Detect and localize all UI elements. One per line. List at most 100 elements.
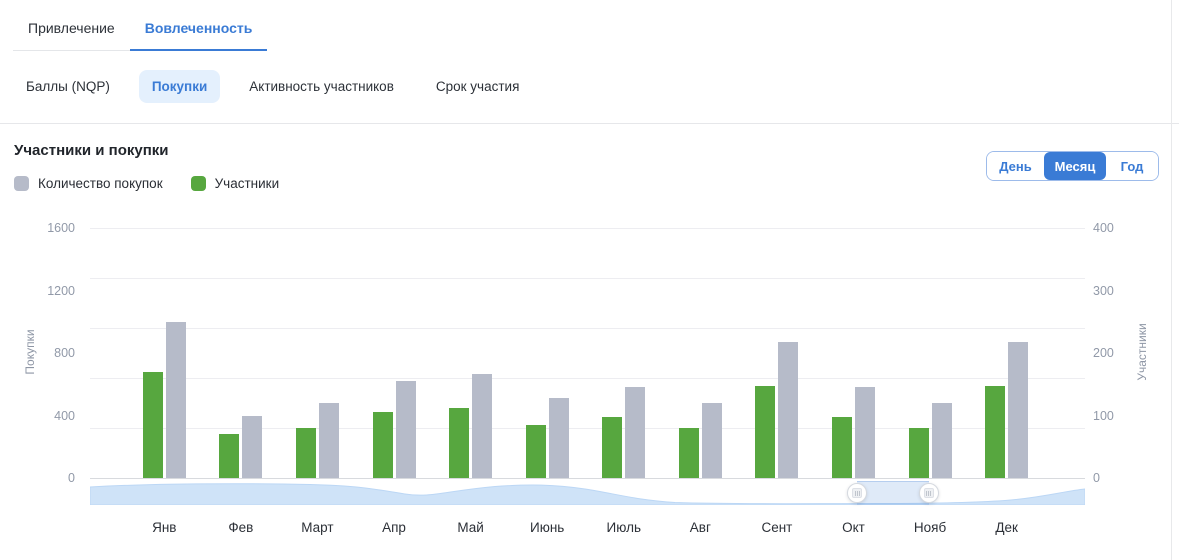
period-button[interactable]: Год bbox=[1106, 152, 1158, 180]
bar-purchases bbox=[1008, 342, 1029, 478]
bar-group bbox=[662, 228, 739, 478]
bar-participants bbox=[602, 416, 623, 478]
bar-participants bbox=[985, 385, 1006, 478]
bar-participants bbox=[525, 424, 546, 478]
gridline bbox=[90, 428, 1085, 429]
y-axis-left-title: Покупки bbox=[23, 329, 37, 375]
primary-tab[interactable]: Вовлеченность bbox=[129, 10, 268, 51]
legend-swatch-icon bbox=[14, 176, 29, 191]
x-axis-label: Авг bbox=[689, 520, 711, 535]
y-axis-label-left: 1200 bbox=[47, 283, 75, 298]
bar-group bbox=[509, 228, 586, 478]
y-axis-right-title: Участники bbox=[1135, 323, 1149, 381]
x-axis-label: Сент bbox=[761, 520, 793, 535]
bar-purchases bbox=[854, 387, 875, 478]
primary-tab[interactable]: Привлечение bbox=[28, 20, 115, 36]
legend-label: Количество покупок bbox=[38, 176, 163, 191]
secondary-tab[interactable]: Покупки bbox=[138, 70, 221, 103]
legend-item[interactable]: Количество покупок bbox=[14, 176, 163, 191]
x-axis-label: Апр bbox=[382, 520, 406, 535]
bar-group bbox=[815, 228, 892, 478]
slider-area-chart bbox=[90, 483, 1085, 505]
x-axis-label: Янв bbox=[152, 520, 177, 535]
chart-legend: Количество покупок Участники bbox=[14, 176, 279, 191]
chart-plot-area bbox=[90, 228, 1085, 479]
x-axis-labels: Янв Фев Март Апр Май Июнь Июль Авг Сент Окт Нояб Де… bbox=[126, 520, 1045, 535]
x-axis-label: Июнь bbox=[530, 520, 565, 535]
x-axis-label: Май bbox=[457, 520, 484, 535]
bar-purchases bbox=[472, 374, 493, 478]
grip-icon bbox=[852, 488, 863, 498]
grip-icon bbox=[923, 488, 934, 498]
secondary-tabs: Баллы (NQP) Покупки Активность участников С… bbox=[13, 70, 532, 103]
bar-group bbox=[432, 228, 509, 478]
slider-handle-right[interactable] bbox=[918, 483, 939, 503]
period-button[interactable]: Месяц bbox=[1044, 152, 1106, 180]
bar-series-container bbox=[126, 228, 1045, 478]
secondary-tab[interactable]: Баллы (NQP) bbox=[26, 79, 110, 94]
bar-purchases bbox=[778, 342, 799, 478]
x-axis-line bbox=[90, 478, 1085, 479]
y-axis-label-right: 400 bbox=[1093, 221, 1114, 235]
bar-participants bbox=[295, 428, 316, 478]
bar-participants bbox=[831, 416, 852, 478]
period-button[interactable]: День bbox=[987, 152, 1044, 180]
bar-group bbox=[739, 228, 816, 478]
secondary-tab[interactable]: Активность участников bbox=[249, 79, 394, 94]
y-axis-label-left: 0 bbox=[68, 471, 75, 485]
slider-selection[interactable] bbox=[857, 481, 929, 505]
bar-purchases bbox=[548, 398, 569, 478]
bar-group bbox=[203, 228, 280, 478]
bar-participants bbox=[449, 408, 470, 478]
secondary-tab[interactable]: Срок участия bbox=[435, 79, 520, 94]
bar-purchases bbox=[395, 381, 416, 478]
y-axis-label-left: 1600 bbox=[47, 221, 75, 235]
y-axis-right-labels: 0 100 200 300 400 bbox=[1093, 221, 1143, 485]
gridline bbox=[90, 278, 1085, 279]
y-axis-label-right: 300 bbox=[1093, 283, 1114, 298]
legend-label: Участники bbox=[214, 176, 280, 191]
gridline bbox=[90, 228, 1085, 229]
bar-group bbox=[892, 228, 969, 478]
bar-purchases bbox=[931, 403, 952, 478]
y-axis-label-right: 100 bbox=[1093, 408, 1114, 423]
bar-purchases bbox=[625, 387, 646, 478]
bar-purchases bbox=[242, 415, 263, 478]
y-axis-left-labels: 0 400 800 1200 1600 bbox=[30, 221, 75, 485]
y-axis-label-left: 800 bbox=[54, 346, 75, 360]
bar-participants bbox=[142, 371, 163, 478]
bar-group bbox=[585, 228, 662, 478]
x-axis-label: Фев bbox=[228, 520, 254, 535]
bar-participants bbox=[908, 428, 929, 478]
gridline bbox=[90, 328, 1085, 329]
period-switcher: День Месяц Год bbox=[986, 151, 1159, 181]
page-scrollbar-track bbox=[1171, 0, 1172, 560]
bar-participants bbox=[755, 385, 776, 478]
bar-purchases bbox=[318, 403, 339, 478]
bar-participants bbox=[219, 434, 240, 478]
x-axis-label: Июль bbox=[606, 520, 641, 535]
bar-group bbox=[968, 228, 1045, 478]
x-axis-label: Дек bbox=[995, 520, 1018, 535]
section-divider bbox=[0, 123, 1179, 124]
chart-title: Участники и покупки bbox=[14, 142, 169, 159]
bar-group bbox=[356, 228, 433, 478]
x-axis-label: Нояб bbox=[913, 520, 947, 535]
bar-purchases bbox=[165, 321, 186, 478]
bar-group bbox=[126, 228, 203, 478]
slider-handle-left[interactable] bbox=[847, 483, 868, 503]
x-axis-label: Окт bbox=[842, 520, 865, 535]
x-axis-label: Март bbox=[301, 520, 334, 535]
legend-swatch-icon bbox=[190, 176, 206, 191]
gridline bbox=[90, 378, 1085, 379]
bar-group bbox=[279, 228, 356, 478]
y-axis-label-left: 400 bbox=[54, 408, 75, 423]
datazoom-slider[interactable] bbox=[90, 481, 1085, 505]
bar-participants bbox=[372, 412, 393, 478]
y-axis-label-right: 0 bbox=[1093, 471, 1100, 485]
legend-item[interactable]: Участники bbox=[190, 176, 280, 191]
y-axis-label-right: 200 bbox=[1093, 346, 1114, 360]
primary-tabs: Привлечение Вовлеченность bbox=[13, 10, 268, 51]
bar-purchases bbox=[701, 403, 722, 478]
